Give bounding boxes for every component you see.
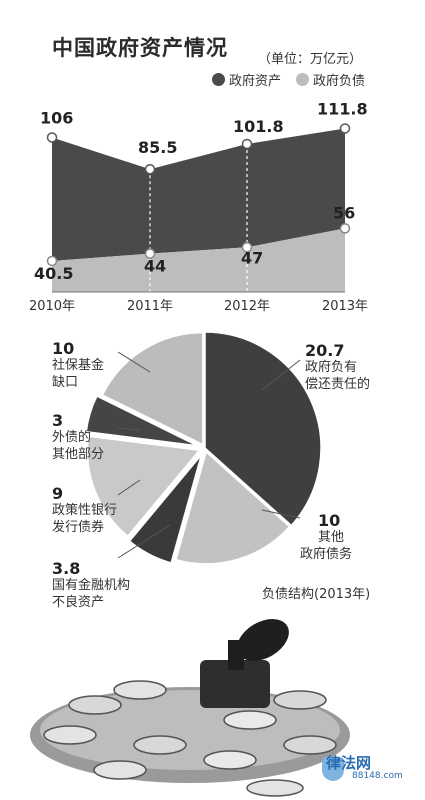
liability-value-label: 40.5	[34, 264, 73, 283]
pie-slice	[175, 450, 291, 565]
callout-value: 10	[52, 339, 75, 358]
callout-line: 政策性银行	[52, 503, 118, 518]
liability-point	[241, 242, 253, 253]
x-tick-label: 2011年	[127, 299, 173, 314]
legend-liabilities-swatch	[296, 73, 309, 86]
callout-gov-liability: 20.7 政府负有 偿还责任的	[305, 342, 370, 393]
liability-point	[144, 248, 156, 259]
legend-liabilities-label: 政府负债	[313, 74, 366, 89]
asset-value-label: 85.5	[138, 138, 177, 157]
callout-line: 外债的	[52, 430, 92, 445]
callout-line: 缺口	[52, 375, 79, 390]
callout-value: 9	[52, 484, 64, 503]
pie-slice	[204, 331, 322, 527]
callout-foreign-debt: 3 外债的 其他部分	[52, 412, 104, 463]
pie-leader-line	[117, 479, 141, 496]
asset-value-label: 101.8	[233, 117, 284, 136]
callout-value: 3	[52, 411, 64, 430]
asset-point	[241, 138, 253, 150]
callout-line: 国有金融机构	[52, 578, 131, 593]
pie-slice	[85, 395, 198, 447]
callout-value: 3.8	[52, 559, 81, 578]
pie-slice	[101, 331, 204, 446]
callout-line: 其他部分	[52, 447, 105, 462]
callout-line: 社保基金	[52, 358, 105, 373]
callout-social-security: 10 社保基金 缺口	[52, 340, 104, 391]
callout-value: 10	[318, 511, 341, 530]
pie-slice	[128, 454, 203, 564]
legend-assets: 政府资产	[212, 70, 281, 89]
pie-caption: 负债结构(2013年)	[262, 587, 371, 602]
unit-label: （单位：万亿元）	[258, 52, 363, 67]
x-tick-label: 2013年	[322, 299, 368, 314]
legend-assets-label: 政府资产	[229, 74, 282, 89]
pie-leader-line	[117, 427, 141, 431]
area-liabilities	[52, 228, 345, 292]
watermark-url: 88148.com	[352, 771, 403, 781]
pie-leader-line	[261, 359, 301, 391]
callout-line: 其他	[318, 530, 345, 545]
asset-value-label: 106	[40, 108, 73, 127]
liability-value-label: 47	[241, 248, 263, 267]
callout-line: 政府债务	[300, 547, 353, 562]
callout-line: 政府负有	[305, 360, 358, 375]
x-tick-label: 2010年	[29, 299, 75, 314]
callout-other-gov-debt: 10 其他 政府债务	[300, 512, 352, 563]
liability-value-label: 44	[144, 257, 166, 276]
pie-slice	[86, 435, 201, 538]
asset-point	[144, 163, 156, 175]
callout-policy-bank: 9 政策性银行 发行债券	[52, 485, 117, 536]
asset-value-label: 111.8	[317, 99, 368, 118]
callout-line: 发行债券	[52, 520, 105, 535]
callout-value: 20.7	[305, 341, 345, 360]
callout-bad-assets: 3.8 国有金融机构 不良资产	[52, 560, 130, 611]
liability-value-label: 56	[333, 203, 355, 222]
shield-logo-icon	[322, 757, 344, 781]
x-tick-label: 2012年	[224, 299, 270, 314]
chart-title: 中国政府资产情况	[52, 36, 228, 60]
pie-leader-line	[117, 351, 151, 373]
asset-point	[46, 132, 58, 143]
pie-leader-line	[261, 509, 301, 519]
pie-leader-line	[117, 524, 171, 559]
callout-line: 偿还责任的	[305, 377, 371, 392]
liability-point	[339, 223, 351, 234]
legend-liabilities: 政府负债	[296, 70, 365, 89]
watermark-brand: 律法网	[326, 754, 372, 772]
area-assets	[52, 128, 345, 261]
liability-point	[46, 255, 58, 267]
callout-line: 不良资产	[52, 595, 105, 610]
asset-point	[339, 123, 351, 134]
legend-assets-swatch	[212, 73, 225, 86]
